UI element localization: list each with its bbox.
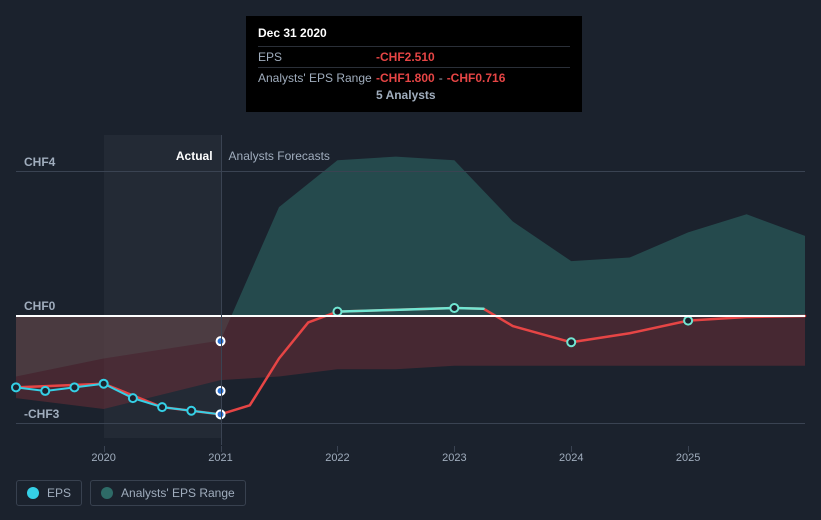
y-axis-label: -CHF3 bbox=[24, 407, 59, 421]
tooltip-range-high: -CHF0.716 bbox=[447, 71, 506, 85]
legend-item-range[interactable]: Analysts' EPS Range bbox=[90, 480, 246, 506]
x-axis-label: 2023 bbox=[442, 452, 466, 464]
x-axis-label: 2021 bbox=[208, 452, 232, 464]
tooltip-analysts-count: 5 Analysts bbox=[258, 88, 570, 102]
tooltip-range-low: -CHF1.800 bbox=[376, 71, 435, 85]
tooltip-date: Dec 31 2020 bbox=[258, 26, 570, 40]
legend-dot-icon bbox=[27, 487, 39, 499]
y-axis-label: CHF0 bbox=[24, 299, 55, 313]
tooltip-range-dash: - bbox=[435, 71, 447, 85]
y-axis-label: CHF4 bbox=[24, 155, 55, 169]
x-axis-label: 2025 bbox=[676, 452, 700, 464]
legend-label: Analysts' EPS Range bbox=[121, 486, 235, 500]
tooltip-label: Analysts' EPS Range bbox=[258, 71, 376, 85]
legend-item-eps[interactable]: EPS bbox=[16, 480, 82, 506]
chart-tooltip: Dec 31 2020 EPS -CHF2.510 Analysts' EPS … bbox=[246, 16, 582, 112]
eps-chart-container: CHF4 CHF0 -CHF3 2020 2021 2022 2023 2024 2025 Act… bbox=[0, 0, 821, 520]
legend-label: EPS bbox=[47, 486, 71, 500]
x-axis-label: 2024 bbox=[559, 452, 583, 464]
tooltip-row-eps: EPS -CHF2.510 bbox=[258, 46, 570, 67]
chart-legend: EPS Analysts' EPS Range bbox=[16, 480, 246, 506]
tooltip-value: -CHF2.510 bbox=[376, 50, 435, 64]
legend-dot-icon bbox=[101, 487, 113, 499]
tooltip-label: EPS bbox=[258, 50, 376, 64]
section-label-forecast: Analysts Forecasts bbox=[221, 149, 330, 163]
tooltip-row-range: Analysts' EPS Range -CHF1.800--CHF0.716 bbox=[258, 67, 570, 88]
x-axis-label: 2022 bbox=[325, 452, 349, 464]
section-label-actual: Actual bbox=[176, 149, 221, 163]
x-axis-label: 2020 bbox=[91, 452, 115, 464]
